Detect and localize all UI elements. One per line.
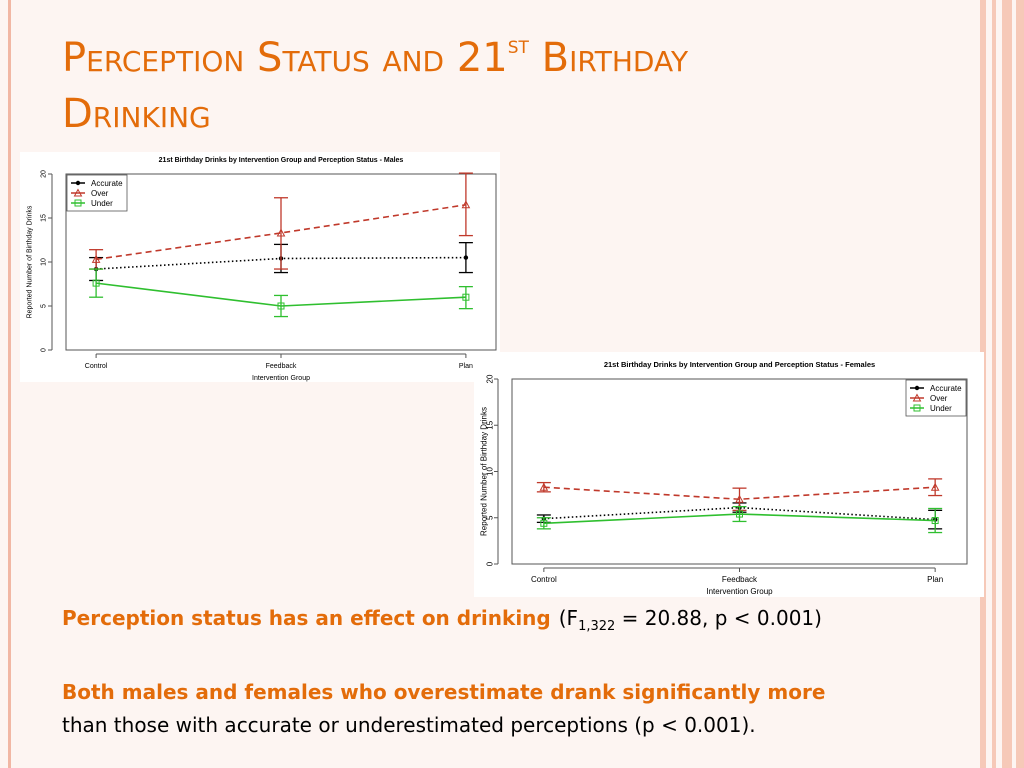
x-axis-label: Intervention Group bbox=[252, 375, 310, 382]
x-tick-label: Feedback bbox=[722, 575, 758, 584]
data-point bbox=[540, 519, 548, 527]
x-tick-label: Plan bbox=[459, 363, 473, 370]
y-axis-label: Reported Number of Birthday Drinks bbox=[27, 205, 34, 318]
legend-marker bbox=[912, 393, 922, 402]
finding-1-highlight: Perception status has an effect on drink… bbox=[62, 606, 551, 630]
data-point bbox=[461, 200, 471, 209]
plot-frame bbox=[511, 378, 968, 565]
data-point bbox=[735, 494, 744, 503]
x-tick-label: Plan bbox=[927, 575, 943, 584]
data-point bbox=[276, 228, 286, 237]
y-tick-label: 5 bbox=[486, 515, 495, 520]
legend-marker bbox=[74, 199, 82, 207]
series-line-over bbox=[95, 204, 467, 261]
y-tick-label: 10 bbox=[41, 258, 48, 266]
title-tail: Birthday bbox=[541, 35, 689, 81]
data-point bbox=[539, 482, 549, 491]
x-tick-label: Feedback bbox=[266, 363, 297, 370]
series-line-accurate bbox=[543, 506, 936, 521]
y-tick-label: 5 bbox=[41, 304, 48, 308]
legend-label: Under bbox=[91, 199, 113, 208]
data-point bbox=[462, 293, 470, 301]
series-under bbox=[89, 268, 473, 318]
data-point bbox=[931, 517, 939, 525]
finding-2: Both males and females who overestimate … bbox=[62, 676, 942, 742]
females-chart: 21st Birthday Drinks by Intervention Gro… bbox=[474, 352, 984, 597]
legend-label: Accurate bbox=[930, 384, 962, 393]
y-axis-label: Reported Number of Birthday Drinks bbox=[480, 407, 489, 536]
right-decor-stripe bbox=[992, 0, 996, 768]
y-tick-label: 0 bbox=[41, 348, 48, 352]
legend-label: Over bbox=[930, 394, 948, 403]
data-point bbox=[930, 482, 940, 491]
series-line-over bbox=[543, 486, 936, 501]
legend-label: Under bbox=[930, 404, 952, 413]
stat-subscript: 1,322 bbox=[578, 619, 616, 634]
y-tick-label: 15 bbox=[41, 214, 48, 222]
stat-close: = 20.88, p < 0.001) bbox=[615, 606, 822, 630]
finding-1: Perception status has an effect on drink… bbox=[62, 606, 942, 634]
males-chart: 21st Birthday Drinks by Intervention Gro… bbox=[20, 152, 500, 382]
x-axis-label: Intervention Group bbox=[706, 587, 773, 596]
males-chart-svg: 21st Birthday Drinks by Intervention Gro… bbox=[27, 157, 497, 382]
series-over bbox=[89, 172, 473, 270]
chart-title: 21st Birthday Drinks by Intervention Gro… bbox=[604, 360, 875, 369]
series-over bbox=[536, 478, 943, 512]
data-point bbox=[92, 279, 100, 287]
legend-marker bbox=[913, 404, 921, 412]
finding-1-stat: (F1,322 = 20.88, p < 0.001) bbox=[558, 606, 822, 634]
finding-2-body: than those with accurate or underestimat… bbox=[62, 713, 756, 737]
data-point bbox=[736, 510, 743, 518]
left-border-rule bbox=[8, 0, 11, 768]
legend-marker bbox=[914, 385, 920, 391]
x-tick-label: Control bbox=[85, 363, 108, 370]
legend-marker bbox=[73, 188, 83, 197]
title-line2: Drinking bbox=[62, 91, 211, 137]
y-tick-label: 0 bbox=[486, 561, 495, 566]
title-superscript: st bbox=[507, 31, 529, 59]
y-tick-label: 20 bbox=[486, 374, 495, 383]
finding-2-highlight: Both males and females who overestimate … bbox=[62, 680, 826, 704]
right-decor-stripe bbox=[1002, 0, 1012, 768]
plot-frame bbox=[65, 173, 497, 351]
x-tick-label: Control bbox=[531, 575, 557, 584]
females-chart-svg: 21st Birthday Drinks by Intervention Gro… bbox=[480, 360, 968, 596]
chart-title: 21st Birthday Drinks by Intervention Gro… bbox=[159, 157, 404, 164]
title-main: Perception Status and 21 bbox=[62, 35, 508, 81]
y-tick-label: 20 bbox=[41, 170, 48, 178]
slide-title: Perception Status and 21st Birthday Drin… bbox=[62, 30, 962, 142]
y-tick-label: 15 bbox=[486, 420, 495, 429]
legend-label: Over bbox=[91, 189, 109, 198]
right-decor-stripe bbox=[1016, 0, 1024, 768]
y-tick-label: 10 bbox=[486, 467, 495, 476]
data-point bbox=[91, 254, 101, 263]
legend-label: Accurate bbox=[91, 179, 123, 188]
data-point bbox=[277, 302, 285, 310]
stat-open: (F bbox=[558, 606, 579, 630]
data-point bbox=[463, 255, 469, 260]
series-under bbox=[536, 505, 943, 534]
legend-marker bbox=[75, 180, 81, 186]
